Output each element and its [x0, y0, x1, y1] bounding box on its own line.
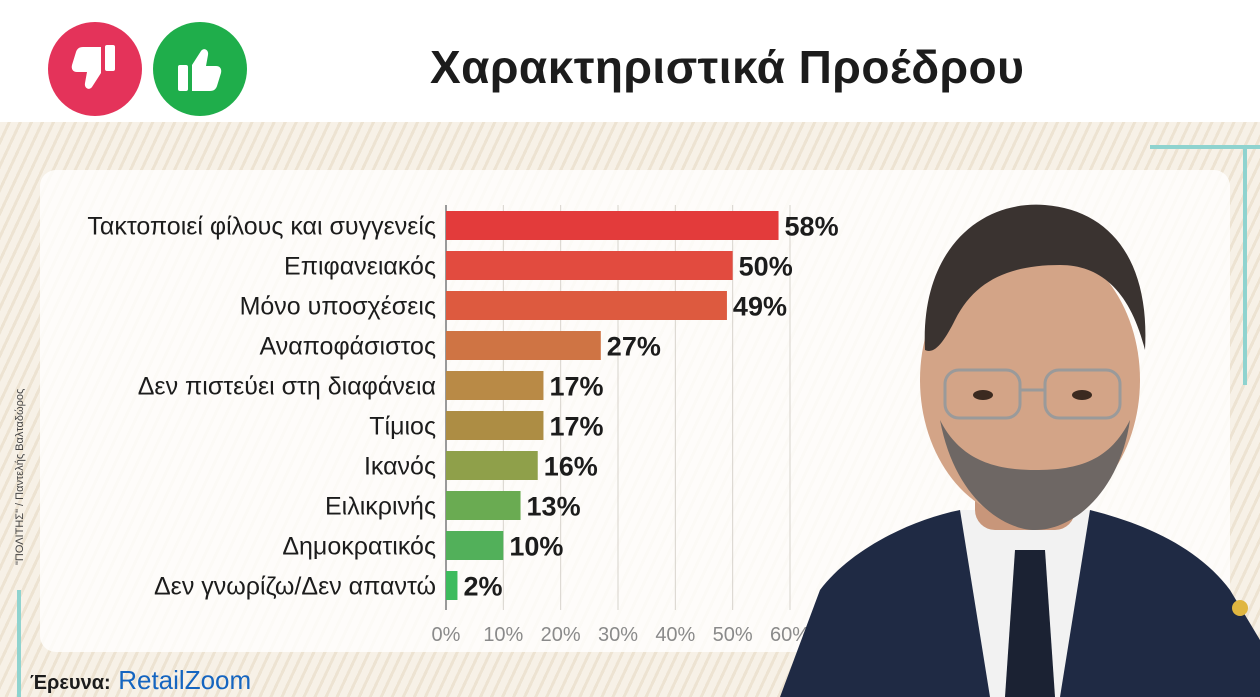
- source-line: Έρευνα: RetailZoom: [30, 665, 251, 696]
- category-label: Επιφανειακός: [284, 253, 436, 281]
- value-label: 58%: [785, 212, 839, 242]
- decorative-line: [1243, 145, 1247, 385]
- x-tick-label: 60%: [770, 624, 810, 646]
- category-label: Ειλικρινής: [325, 493, 436, 521]
- bar: [446, 531, 504, 560]
- photo-credit: "ΠΟΛΙΤΗΣ" / Παντελής Βαλταδώρος: [14, 388, 26, 565]
- thumbs-down-icon: [48, 22, 142, 116]
- x-tick-label: 10%: [483, 624, 523, 646]
- bar: [446, 331, 601, 360]
- x-tick-label: 0%: [432, 624, 461, 646]
- bar: [446, 251, 733, 280]
- value-label: 10%: [509, 532, 563, 562]
- x-tick-label: 50%: [713, 624, 753, 646]
- x-tick-label: 40%: [655, 624, 695, 646]
- category-label: Τακτοποιεί φίλους και συγγενείς: [87, 213, 436, 241]
- category-label: Τίμιος: [369, 413, 436, 441]
- category-label: Αναποφάσιστος: [259, 333, 436, 361]
- bar: [446, 491, 521, 520]
- bar: [446, 451, 538, 480]
- value-label: 50%: [739, 252, 793, 282]
- source-prefix: Έρευνα:: [30, 672, 111, 694]
- category-label: Δημοκρατικός: [282, 533, 436, 561]
- thumbs-up-icon: [153, 22, 247, 116]
- value-label: 2%: [463, 572, 502, 602]
- president-photo: [760, 170, 1260, 697]
- value-label: 17%: [549, 412, 603, 442]
- category-label: Μόνο υποσχέσεις: [240, 293, 436, 321]
- value-label: 17%: [549, 372, 603, 402]
- brand-part-b: Zoom: [184, 665, 252, 695]
- x-tick-label: 30%: [598, 624, 638, 646]
- category-label: Δεν γνωρίζω/Δεν απαντώ: [154, 573, 436, 601]
- bar: [446, 211, 779, 240]
- value-label: 13%: [527, 492, 581, 522]
- page-title: Χαρακτηριστικά Προέδρου: [430, 41, 1025, 93]
- value-label: 16%: [544, 452, 598, 482]
- bar: [446, 571, 458, 600]
- value-label: 27%: [607, 332, 661, 362]
- bar: [446, 411, 544, 440]
- source-brand: RetailZoom: [118, 665, 251, 695]
- brand-part-a: Retail: [118, 665, 185, 695]
- category-label: Ικανός: [364, 453, 436, 481]
- bar: [446, 291, 727, 320]
- bar: [446, 371, 544, 400]
- category-label: Δεν πιστεύει στη διαφάνεια: [138, 373, 436, 401]
- x-tick-label: 20%: [541, 624, 581, 646]
- value-label: 49%: [733, 292, 787, 322]
- decorative-line: [1150, 145, 1260, 149]
- decorative-line: [17, 590, 21, 697]
